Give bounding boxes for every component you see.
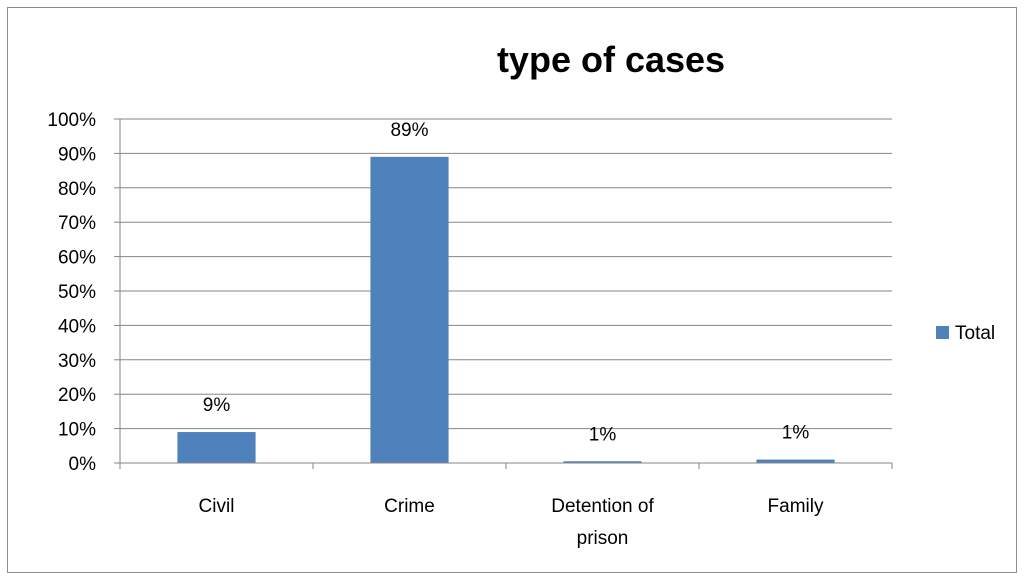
y-tick-label: 40% (58, 316, 96, 337)
data-label: 1% (589, 424, 617, 445)
bar-civil (177, 432, 256, 463)
data-label: 1% (782, 423, 810, 444)
bar-family (756, 459, 835, 463)
y-tick-label: 90% (58, 144, 96, 165)
y-tick-label: 70% (58, 213, 96, 234)
bar-crime (370, 156, 449, 463)
x-category-label: Family (768, 496, 824, 517)
data-label: 9% (203, 395, 231, 416)
legend-label: Total (955, 323, 995, 344)
chart-frame (7, 7, 1017, 573)
y-tick-label: 30% (58, 351, 96, 372)
y-tick-label: 0% (69, 454, 97, 475)
gridlines (120, 118, 892, 430)
y-tick-label: 100% (47, 110, 96, 131)
bar-detention-of-prison (563, 461, 642, 463)
chart-title: type of cases (497, 39, 725, 80)
x-category-label: Civil (199, 496, 235, 517)
x-category-label: Detention of (551, 496, 654, 517)
x-category-label: Crime (384, 496, 435, 517)
legend-swatch (936, 326, 949, 339)
bars (177, 156, 835, 463)
y-tick-label: 10% (58, 420, 96, 441)
axes (119, 119, 893, 469)
y-tick-label: 60% (58, 248, 96, 269)
data-labels: 9% 89% 1% 1% (203, 120, 810, 445)
y-tick-label: 20% (58, 385, 96, 406)
y-axis-ticks: 0% 10% 20% 30% 40% 50% 60% 70% 80% 90% 100% (47, 110, 120, 475)
x-category-label: prison (577, 528, 629, 549)
x-axis-categories: Civil Crime Detention of prison Family (199, 496, 824, 549)
y-tick-label: 50% (58, 282, 96, 303)
data-label: 89% (390, 120, 428, 141)
y-tick-label: 80% (58, 179, 96, 200)
legend: Total (936, 323, 995, 344)
